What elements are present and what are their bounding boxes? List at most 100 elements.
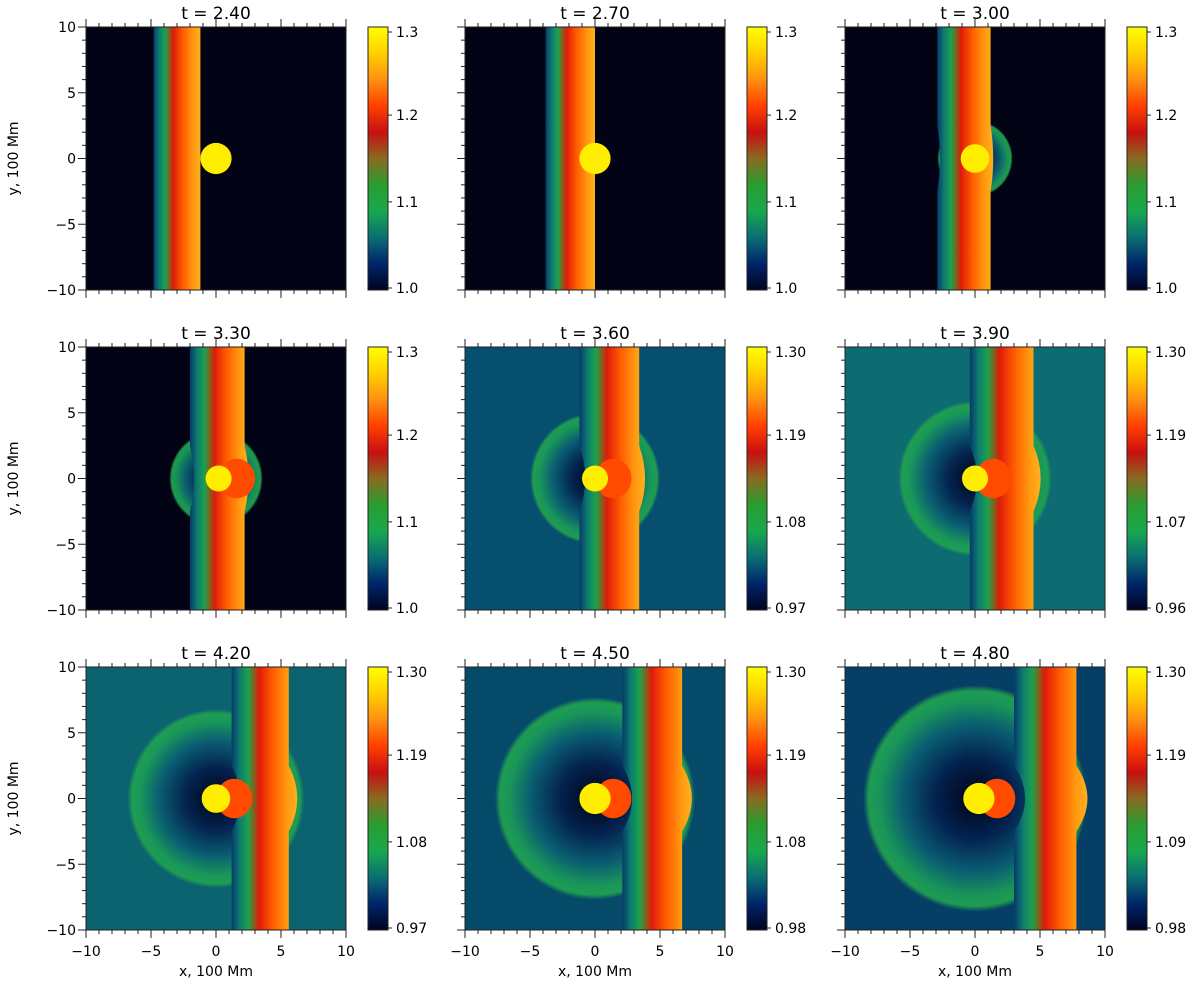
panel-4: 10 5 0 −5 −10 y, 100 Mm t = 3.30 1.3 1.2 1.1 1.0: [6, 324, 418, 619]
panel-1: 10 5 0 −5 −10 y, 100 Mm t = 2.40 1.3 1.2 1.1 1.0: [6, 4, 418, 299]
cloud-disk: [579, 142, 611, 175]
x-tick-label: 5: [656, 944, 665, 960]
colorbar-tick-label: 1.3: [396, 25, 418, 41]
y-tick-label: 10: [58, 20, 76, 36]
colorbar: [746, 666, 768, 931]
plot-area: [465, 667, 725, 930]
x-tick-label: −10: [450, 944, 480, 960]
compressed-region: [975, 458, 1012, 499]
plot-area: [845, 347, 1105, 610]
colorbar: [1126, 346, 1148, 611]
colorbar-tick-label: 1.3: [396, 345, 418, 361]
panel-title: t = 2.70: [560, 4, 630, 24]
colorbar: [746, 26, 768, 291]
cloud-disk: [960, 144, 990, 173]
colorbar-tick-label: 1.0: [1155, 281, 1177, 297]
colorbar-tick-label: 1.19: [1155, 748, 1186, 764]
shock-front: [545, 27, 595, 290]
colorbar-tick-label: 0.98: [1155, 921, 1186, 937]
colorbar-tick-label: 1.1: [1155, 195, 1177, 211]
panel-title: t = 3.90: [940, 324, 1010, 344]
shock-front: [153, 27, 201, 290]
panel-2: t = 2.70 1.3 1.2 1.1 1.0: [457, 4, 797, 298]
colorbar-tick-label: 1.1: [396, 195, 418, 211]
panel-title: t = 3.30: [181, 324, 251, 344]
colorbar-tick-label: 1.3: [1155, 25, 1177, 41]
x-tick-label: 10: [716, 944, 734, 960]
colorbar-tick-label: 1.19: [1155, 428, 1186, 444]
cloud-disk: [205, 465, 232, 492]
y-tick-label: 5: [67, 86, 76, 102]
x-tick-label: 0: [971, 944, 980, 960]
panel-3: t = 3.00 1.3 1.2 1.1 1.0: [837, 4, 1177, 298]
colorbar: [1126, 26, 1148, 291]
colorbar-tick-label: 1.30: [1155, 665, 1186, 681]
colorbar-tick-label: 1.2: [775, 108, 797, 124]
y-tick-label: 5: [67, 406, 76, 422]
colorbar: [367, 26, 389, 291]
colorbar-tick-label: 1.19: [396, 748, 427, 764]
x-tick-label: −5: [141, 944, 162, 960]
colorbar-tick-label: 1.30: [396, 665, 427, 681]
plot-area: [465, 27, 725, 290]
y-tick-label: 5: [67, 726, 76, 742]
plot-area: [86, 27, 346, 290]
colorbar-tick-label: 0.96: [1155, 601, 1186, 617]
panel-title: t = 2.40: [181, 4, 251, 24]
cloud-disk: [962, 465, 988, 492]
shock-front: [1014, 667, 1088, 930]
y-tick-label: 0: [67, 472, 76, 488]
panel-title: t = 4.80: [940, 644, 1010, 664]
colorbar-tick-label: 1.08: [775, 515, 806, 531]
y-axis-label: y, 100 Mm: [6, 121, 22, 195]
cloud-disk: [201, 784, 231, 813]
x-tick-label: 5: [1036, 944, 1045, 960]
colorbar-tick-label: 1.19: [775, 428, 806, 444]
plot-area: [465, 347, 725, 610]
shock-front: [622, 667, 692, 930]
panel-8: −10 −5 0 5 10 x, 100 Mm t = 4.50 1.30 1.19 1.08 0.…: [450, 644, 806, 980]
x-tick-label: 10: [1096, 944, 1114, 960]
compressed-region: [595, 458, 632, 499]
x-tick-label: −5: [520, 944, 541, 960]
panel-title: t = 4.50: [560, 644, 630, 664]
y-tick-label: 10: [58, 340, 76, 356]
colorbar-tick-label: 1.07: [1155, 515, 1186, 531]
x-axis-label: x, 100 Mm: [179, 964, 253, 980]
colorbar-tick-label: 1.0: [396, 281, 418, 297]
y-tick-label: 0: [67, 152, 76, 168]
x-tick-label: 0: [212, 944, 221, 960]
y-tick-label: 0: [67, 792, 76, 808]
colorbar-tick-label: 1.0: [396, 601, 418, 617]
colorbar: [1126, 666, 1148, 931]
y-axis-label: y, 100 Mm: [6, 441, 22, 515]
y-tick-label: −10: [46, 923, 76, 939]
cloud-disk: [579, 782, 611, 815]
colorbar-tick-label: 1.2: [396, 108, 418, 124]
x-tick-label: −5: [900, 944, 921, 960]
colorbar-tick-label: 1.2: [1155, 108, 1177, 124]
colorbar-tick-label: 1.30: [775, 345, 806, 361]
x-tick-label: 5: [277, 944, 286, 960]
y-tick-label: −10: [46, 283, 76, 299]
panel-title: t = 3.00: [940, 4, 1010, 24]
colorbar-tick-label: 1.19: [775, 748, 806, 764]
panel-6: t = 3.90 1.30 1.19 1.07 0.96: [837, 324, 1186, 618]
shock-front: [231, 667, 298, 930]
y-axis-label: y, 100 Mm: [6, 761, 22, 835]
panel-title: t = 3.60: [560, 324, 630, 344]
y-tick-label: 10: [58, 660, 76, 676]
plot-area: [845, 667, 1105, 930]
x-tick-label: −10: [830, 944, 860, 960]
colorbar-tick-label: 1.08: [775, 835, 806, 851]
colorbar-tick-label: 1.2: [396, 428, 418, 444]
plot-area: [86, 347, 346, 610]
y-tick-label: −5: [55, 857, 76, 873]
cloud-disk: [582, 465, 608, 492]
colorbar: [746, 346, 768, 611]
y-tick-label: −5: [55, 537, 76, 553]
cloud-disk: [963, 782, 995, 815]
panel-7: 10 5 0 −5 −10 y, 100 Mm −10 −5 0 5 10 x, 100 Mm t = …: [6, 644, 427, 980]
